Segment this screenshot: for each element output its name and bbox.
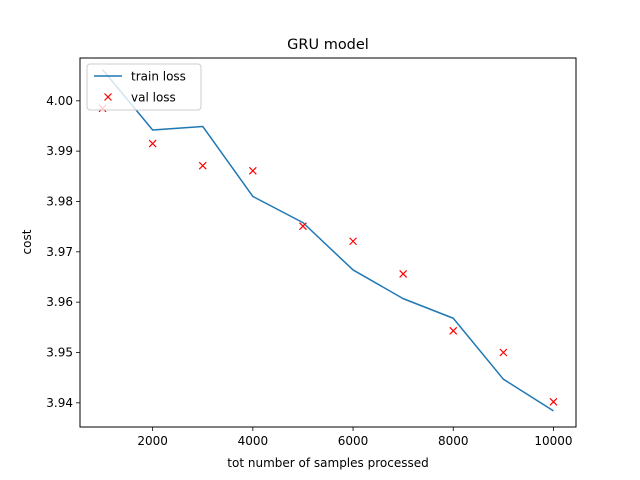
legend-entry-label: val loss — [131, 91, 176, 105]
val-loss-point — [299, 222, 307, 231]
y-tick-label: 3.95 — [46, 345, 73, 359]
x-axis-label: tot number of samples processed — [227, 456, 428, 470]
y-tick-label: 3.99 — [46, 144, 73, 158]
x-axis: 2000 4000 6000 8000 10000 — [137, 427, 573, 448]
y-tick-label: 3.98 — [46, 194, 73, 208]
legend-marker-swatch — [104, 93, 112, 101]
val-loss-point — [399, 270, 408, 278]
x-tick-label: 2000 — [137, 434, 168, 448]
x-tick-label: 6000 — [338, 434, 369, 448]
val-loss-point — [349, 237, 357, 246]
chart-title: GRU model — [287, 37, 369, 53]
val-loss-point — [148, 139, 157, 148]
legend: train loss val loss — [86, 63, 202, 111]
x-tick-label: 8000 — [438, 434, 469, 448]
y-axis-label: cost — [20, 229, 34, 254]
val-loss-point — [549, 397, 558, 406]
x-tick-label: 4000 — [238, 434, 269, 448]
val-loss-point — [198, 161, 207, 170]
y-axis: 3.94 3.95 3.96 3.97 3.98 3.99 4.00 — [46, 94, 80, 410]
train-loss-line — [101, 69, 554, 412]
y-tick-label: 3.97 — [46, 245, 73, 259]
plot-area — [98, 69, 558, 412]
legend-entry-label: train loss — [131, 70, 186, 84]
val-loss-point — [449, 326, 458, 335]
val-loss-point — [499, 348, 508, 357]
y-tick-label: 3.96 — [46, 295, 73, 309]
y-tick-label: 4.00 — [46, 94, 73, 108]
axes-frame — [79, 57, 577, 428]
y-tick-label: 3.94 — [46, 396, 73, 410]
x-tick-label: 10000 — [534, 434, 572, 448]
val-loss-point — [248, 166, 257, 175]
